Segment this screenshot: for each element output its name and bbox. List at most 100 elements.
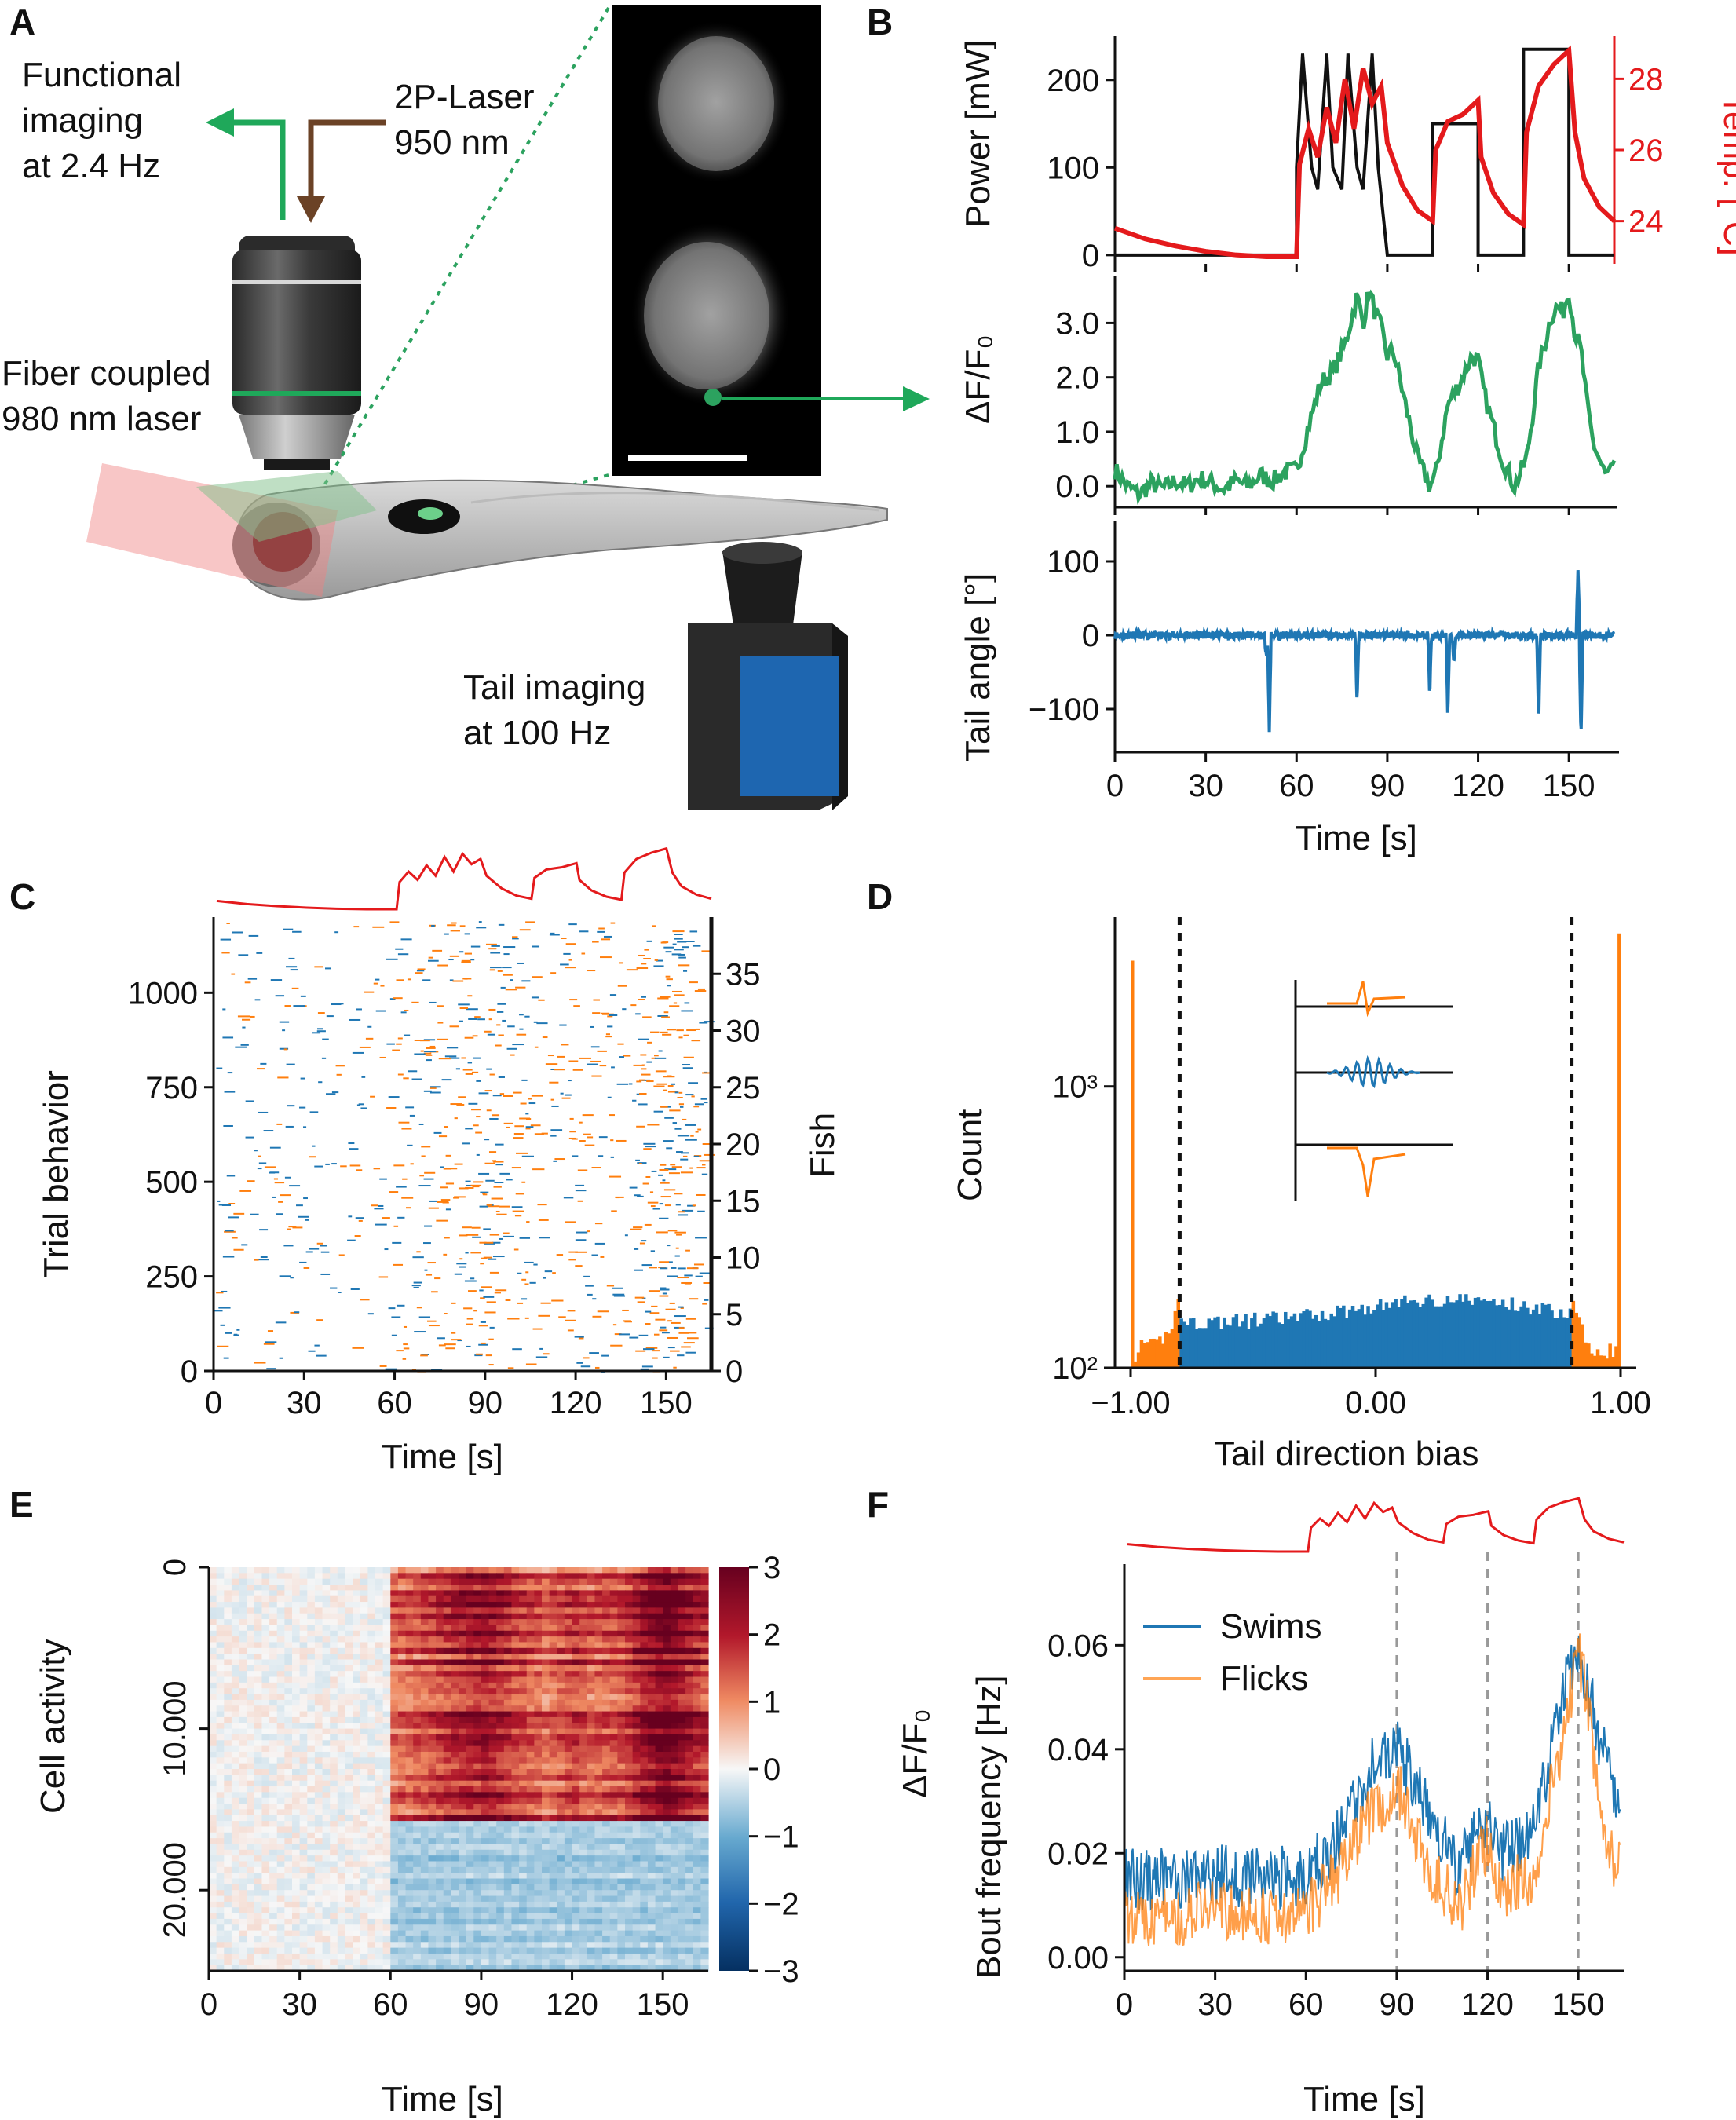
heatmap-cell [625, 1844, 634, 1851]
heatmap-cell [360, 1728, 368, 1735]
heatmap-cell [390, 1757, 399, 1764]
heatmap-cell [231, 1595, 240, 1603]
raster-mark [680, 1152, 689, 1154]
heatmap-cell [428, 1578, 437, 1585]
heatmap-cell [685, 1578, 694, 1585]
raster-mark [403, 1325, 408, 1328]
heatmap-cell [632, 1792, 641, 1799]
histogram-bar [1584, 1342, 1588, 1368]
raster-mark [652, 1208, 660, 1210]
heatmap-cell [685, 1590, 694, 1597]
heatmap-cell [594, 1595, 603, 1603]
heatmap-cell [655, 1797, 663, 1804]
histogram-bar [1614, 1346, 1618, 1368]
heatmap-cell [496, 1855, 505, 1862]
raster-mark [528, 1102, 536, 1105]
raster-mark [693, 1106, 700, 1108]
heatmap-cell [519, 1821, 528, 1828]
heatmap-cell [382, 1809, 391, 1816]
heatmap-cell [564, 1602, 573, 1608]
heatmap-cell [337, 1809, 346, 1816]
histogram-bar [1326, 1320, 1331, 1368]
heatmap-cell [239, 1595, 247, 1603]
heatmap-cell [353, 1602, 361, 1608]
heatmap-cell [443, 1723, 451, 1730]
heatmap-cell [473, 1590, 482, 1597]
heatmap-cell [292, 1861, 301, 1868]
heatmap-cell [663, 1659, 671, 1666]
heatmap-cell [254, 1711, 263, 1718]
raster-mark [326, 1015, 334, 1018]
heatmap-cell [594, 1769, 603, 1775]
heatmap-cell [247, 1607, 255, 1614]
heatmap-cell [314, 1804, 323, 1810]
heatmap-cell [345, 1619, 353, 1626]
heatmap-cell [700, 1786, 709, 1793]
raster-mark [569, 1131, 576, 1133]
raster-mark [397, 1216, 405, 1219]
heatmap-cell [542, 1642, 550, 1649]
heatmap-cell [397, 1694, 407, 1701]
heatmap-cell [420, 1607, 429, 1614]
heatmap-cell [594, 1809, 603, 1816]
raster-mark [429, 1001, 437, 1003]
brown-arrow-icon [308, 119, 386, 201]
heatmap-cell [488, 1711, 497, 1718]
heatmap-cell [413, 1740, 422, 1747]
heatmap-cell [420, 1821, 429, 1828]
heatmap-cell [526, 1682, 535, 1689]
heatmap-cell [375, 1705, 384, 1712]
heatmap-cell [428, 1849, 437, 1856]
heatmap-cell [632, 1826, 641, 1833]
raster-mark [680, 1158, 689, 1161]
heatmap-cell [640, 1694, 649, 1701]
heatmap-cell [670, 1625, 679, 1632]
heatmap-cell [481, 1659, 490, 1666]
heatmap-cell [420, 1630, 429, 1637]
heatmap-cell [314, 1792, 323, 1799]
heatmap-cell [322, 1647, 331, 1654]
raster-mark [269, 1146, 281, 1149]
raster-mark [247, 978, 258, 980]
heatmap-cell [519, 1804, 528, 1810]
heatmap-cell [488, 1682, 497, 1689]
heatmap-cell [261, 1844, 270, 1851]
raster-mark [645, 1323, 651, 1325]
raster-mark [687, 1204, 696, 1207]
heatmap-cell [503, 1751, 513, 1758]
heatmap-cell [209, 1711, 217, 1718]
heatmap-cell [663, 1804, 671, 1810]
raster-mark [692, 1204, 696, 1207]
heatmap-cell [375, 1573, 384, 1580]
heatmap-cell [542, 1654, 550, 1661]
heatmap-cell [382, 1792, 391, 1799]
heatmap-cell [602, 1642, 611, 1649]
heatmap-cell [700, 1821, 709, 1828]
heatmap-cell [609, 1849, 618, 1856]
heatmap-cell [511, 1734, 520, 1741]
heatmap-cell [247, 1878, 255, 1885]
histogram-bar [1568, 1308, 1573, 1368]
heatmap-cell [420, 1573, 429, 1580]
heatmap-cell [693, 1780, 701, 1787]
heatmap-cell [549, 1734, 557, 1741]
heatmap-cell [382, 1861, 391, 1868]
raster-mark [550, 932, 555, 934]
raster-mark [568, 1080, 572, 1082]
raster-mark [699, 1160, 711, 1162]
heatmap-cell [330, 1809, 338, 1816]
raster-mark [641, 963, 647, 965]
heatmap-cell [572, 1688, 580, 1695]
raster-mark [495, 1044, 502, 1047]
heatmap-cell [685, 1636, 694, 1643]
heatmap-cell [700, 1602, 709, 1608]
heatmap-cell [353, 1849, 361, 1856]
heatmap-cell [413, 1821, 422, 1828]
raster-mark [415, 972, 423, 974]
heatmap-cell [390, 1751, 399, 1758]
raster-mark [505, 1299, 511, 1301]
heatmap-cell [557, 1849, 565, 1856]
raster-mark [468, 1102, 478, 1105]
heatmap-cell [397, 1595, 407, 1603]
raster-mark [464, 952, 472, 955]
